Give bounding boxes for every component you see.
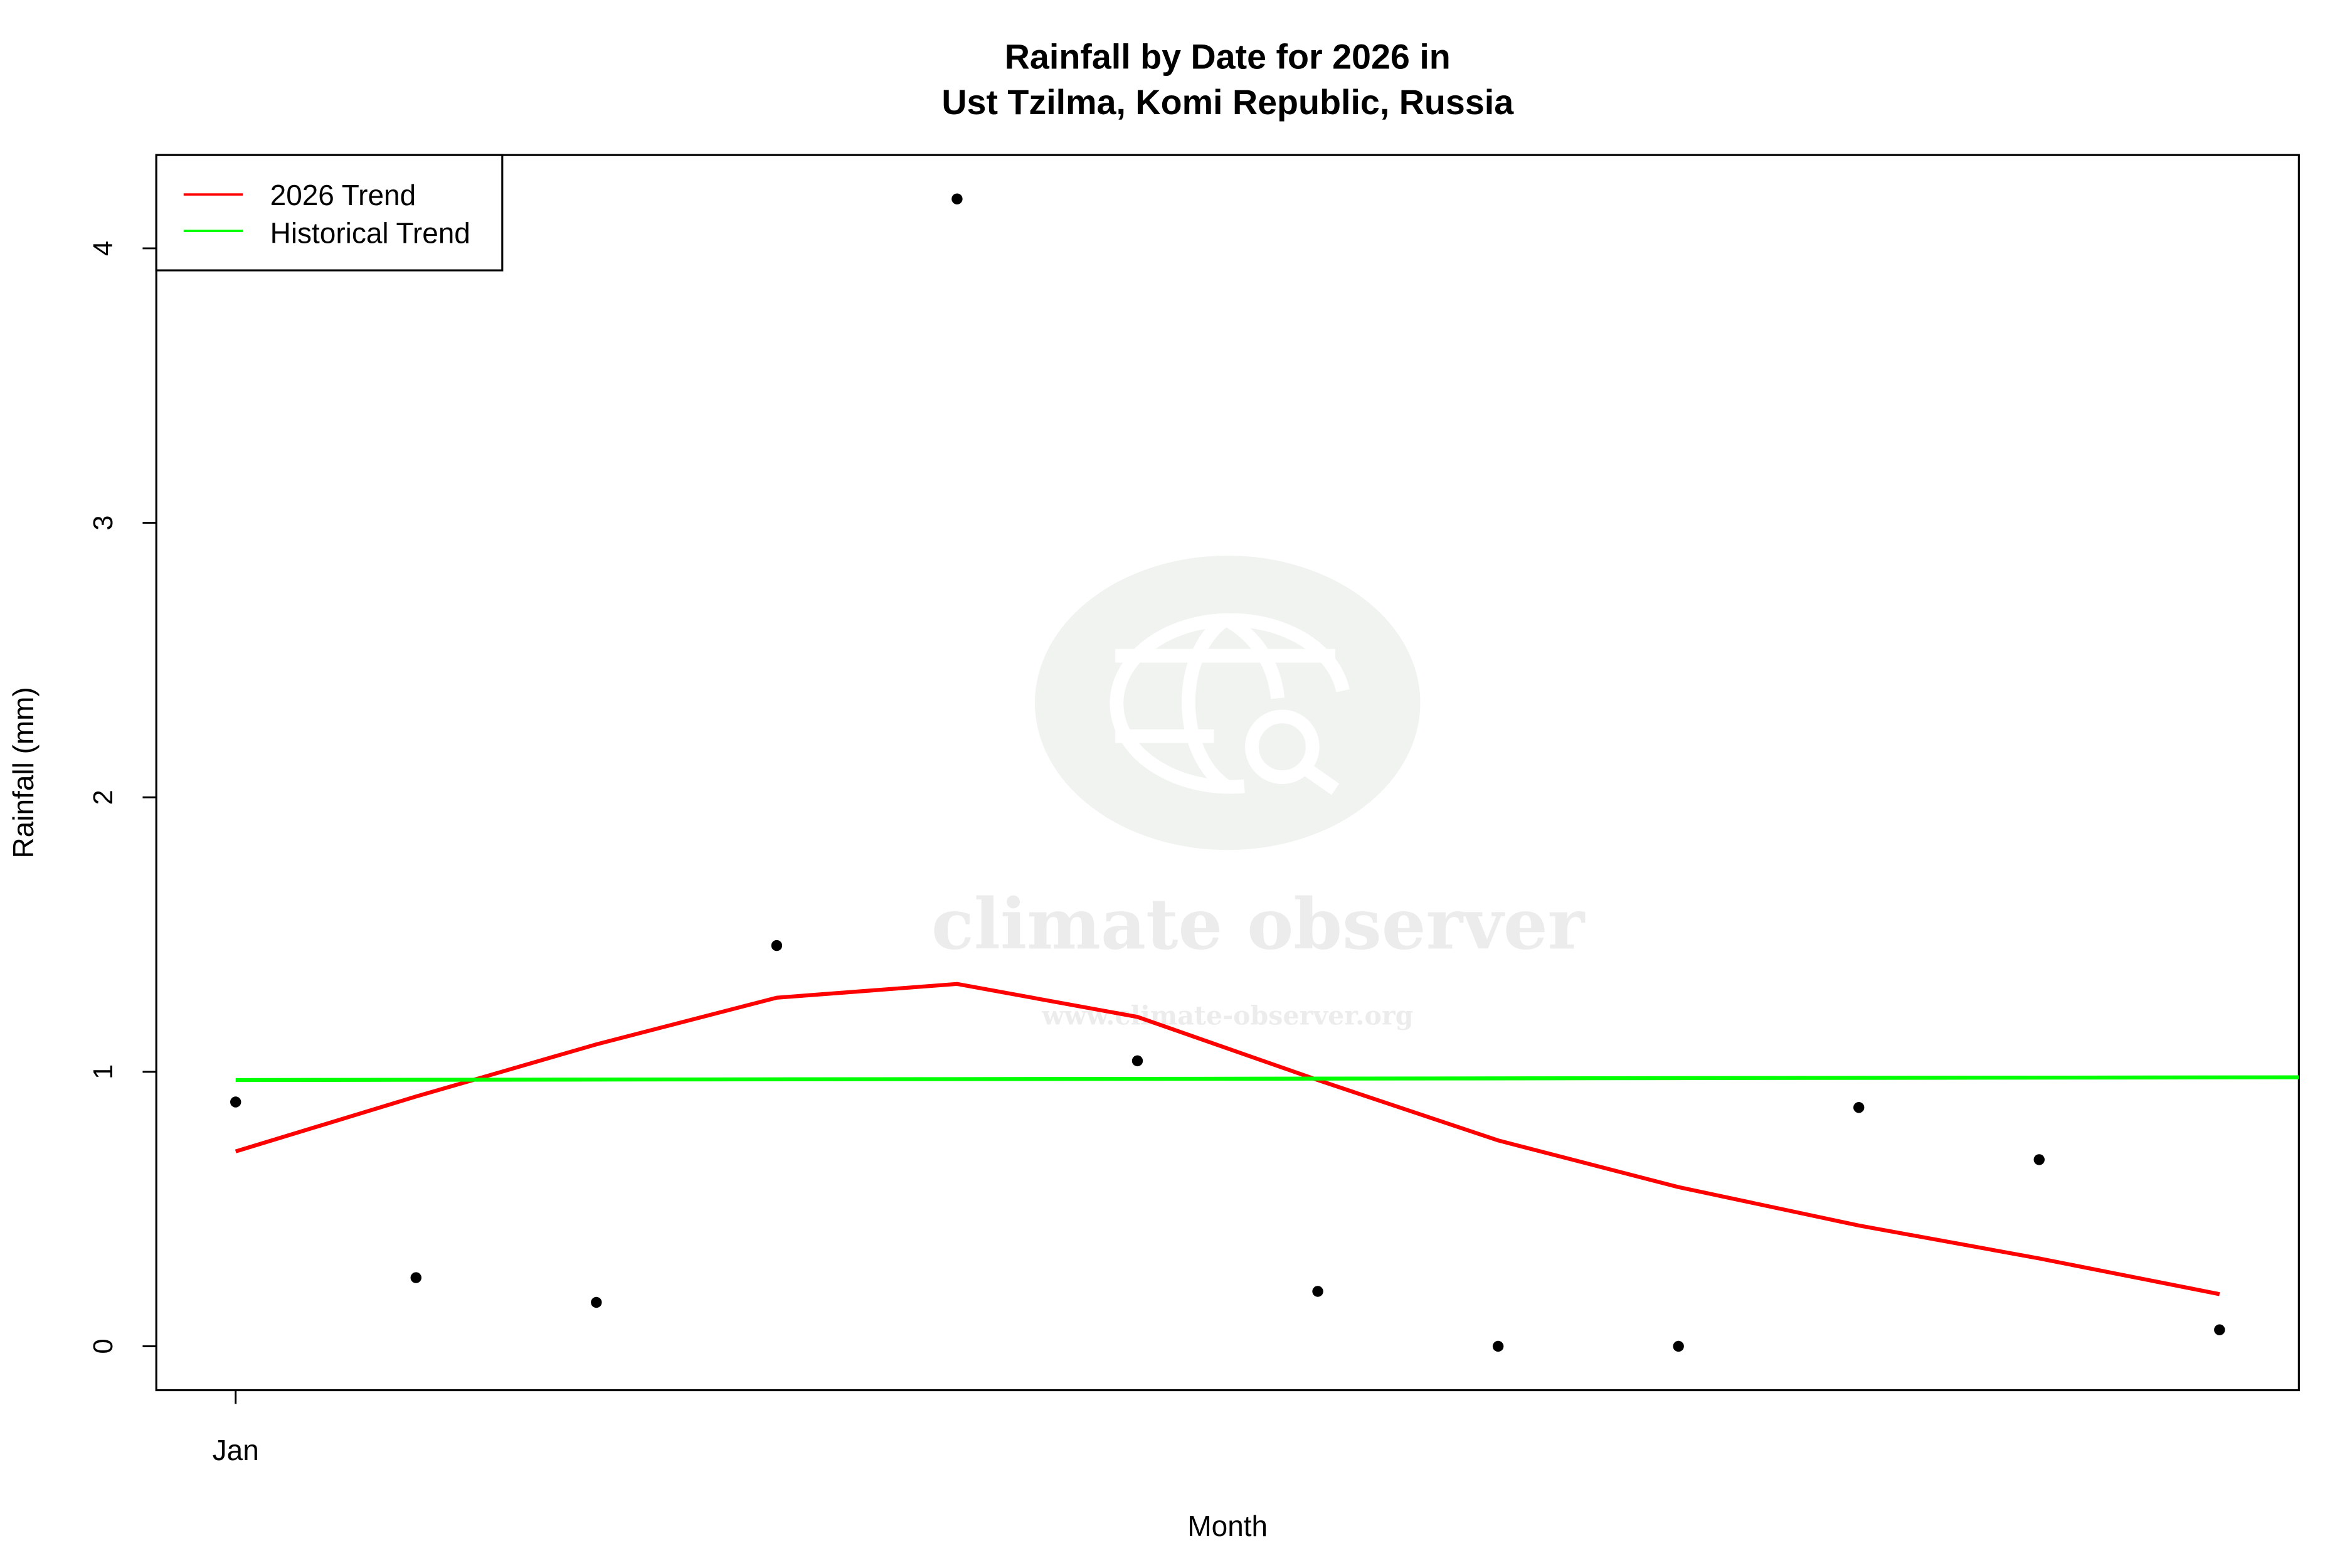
data-point <box>1312 1286 1323 1297</box>
chart-title-line1: Rainfall by Date for 2026 in <box>1005 37 1451 76</box>
watermark-url: www.climate-observer.org <box>1041 1000 1413 1030</box>
legend-box <box>155 154 504 272</box>
data-point <box>1853 1102 1865 1113</box>
y-axis-label: Rainfall (mm) <box>7 687 40 858</box>
legend: 2026 Trend Historical Trend <box>155 154 504 272</box>
y-tick-label: 4 <box>88 241 119 256</box>
data-point <box>951 193 963 204</box>
trend-line-historical-trend <box>235 1075 2299 1083</box>
legend-label-historical-trend: Historical Trend <box>270 217 470 250</box>
y-tick-label: 2 <box>88 790 119 805</box>
data-point <box>230 1096 241 1108</box>
data-point <box>1131 1055 1143 1067</box>
y-tick-label: 3 <box>88 515 119 530</box>
globe-search-icon <box>1110 613 1350 795</box>
watermark: climate observer www.climate-observer.or… <box>931 555 1586 1030</box>
plot-area-frame <box>155 154 2300 1392</box>
data-point <box>2033 1154 2045 1165</box>
legend-label-2026-trend: 2026 Trend <box>270 179 416 211</box>
data-point <box>1673 1340 1684 1352</box>
data-point <box>410 1272 421 1283</box>
watermark-brand: climate observer <box>931 884 1586 966</box>
y-tick-label: 0 <box>88 1338 119 1353</box>
data-point <box>2214 1324 2225 1335</box>
y-axis: 0 1 2 3 4 <box>88 241 157 1354</box>
x-axis-label: Month <box>1187 1510 1268 1542</box>
x-axis: Jan <box>213 1390 259 1466</box>
data-point <box>771 940 783 951</box>
trend-lines <box>235 982 2299 1296</box>
x-tick-label: Jan <box>213 1434 259 1466</box>
y-tick-label: 1 <box>88 1064 119 1079</box>
data-points <box>230 193 2225 1352</box>
chart-title-line2: Ust Tzilma, Komi Republic, Russia <box>941 83 1514 122</box>
data-point <box>591 1296 602 1308</box>
data-point <box>1492 1340 1504 1352</box>
trend-line-2026-trend <box>235 982 2220 1296</box>
watermark-logo-circle <box>1035 555 1421 850</box>
